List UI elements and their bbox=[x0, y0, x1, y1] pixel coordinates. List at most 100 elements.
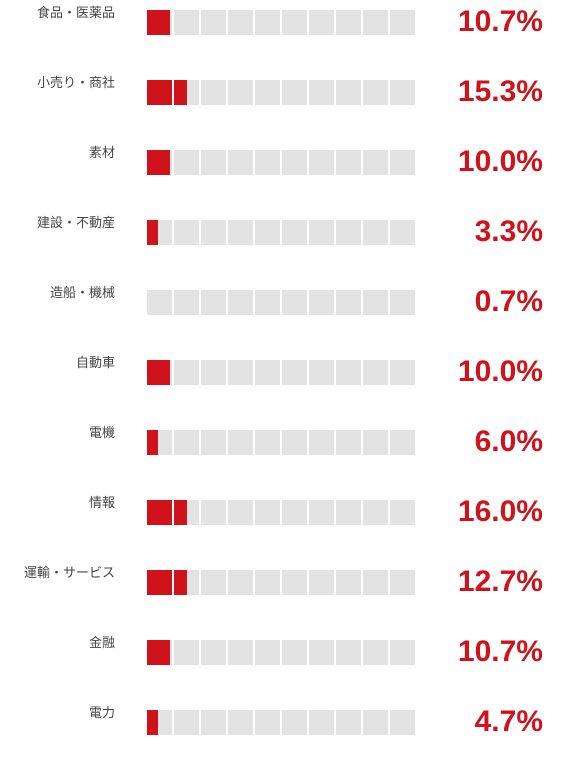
bar-segment bbox=[201, 430, 226, 455]
bar-segment bbox=[390, 10, 415, 35]
bar-segment bbox=[336, 500, 361, 525]
bar-segment bbox=[363, 360, 388, 385]
bar-segment bbox=[201, 150, 226, 175]
bar-segment bbox=[282, 290, 307, 315]
bar-segment bbox=[174, 710, 199, 735]
segment-bar bbox=[147, 430, 415, 455]
bar-segment bbox=[282, 430, 307, 455]
bar-segment bbox=[282, 220, 307, 245]
bar-segment bbox=[363, 710, 388, 735]
bar-segment bbox=[309, 500, 334, 525]
bar-segment bbox=[309, 150, 334, 175]
bar-fill bbox=[147, 80, 172, 105]
category-label: 情報 bbox=[88, 496, 115, 511]
bar-segment bbox=[174, 360, 199, 385]
value-label: 0.7% bbox=[474, 285, 543, 318]
bar-segment bbox=[336, 10, 361, 35]
bar-segment bbox=[309, 10, 334, 35]
bar-segment bbox=[390, 640, 415, 665]
category-label: 建設・不動産 bbox=[36, 216, 115, 231]
bar-fill bbox=[147, 640, 170, 665]
bar-segment bbox=[309, 80, 334, 105]
value-label: 3.3% bbox=[474, 215, 543, 248]
bar-segment bbox=[363, 220, 388, 245]
bar-segment bbox=[228, 640, 253, 665]
bar-segment bbox=[363, 10, 388, 35]
category-label: 電力 bbox=[88, 706, 115, 721]
bar-segment bbox=[201, 290, 226, 315]
bar-segment bbox=[336, 710, 361, 735]
bar-fill bbox=[147, 710, 158, 735]
segment-bar bbox=[147, 570, 415, 595]
category-label: 小売り・商社 bbox=[36, 76, 115, 91]
bar-segment bbox=[336, 150, 361, 175]
bar-fill bbox=[174, 570, 187, 595]
bar-segment bbox=[282, 500, 307, 525]
segment-bar bbox=[147, 710, 415, 735]
chart-row: 造船・機械 0.7% bbox=[0, 283, 565, 353]
bar-segment bbox=[228, 290, 253, 315]
category-label: 運輸・サービス bbox=[23, 566, 115, 581]
bar-segment bbox=[282, 80, 307, 105]
bar-segment bbox=[228, 360, 253, 385]
bar-segment bbox=[282, 360, 307, 385]
bar-segment bbox=[228, 150, 253, 175]
bar-fill bbox=[174, 500, 187, 525]
bar-segment bbox=[201, 220, 226, 245]
bar-segment bbox=[282, 710, 307, 735]
bar-segment bbox=[336, 640, 361, 665]
segment-bar bbox=[147, 150, 415, 175]
bar-segment bbox=[309, 360, 334, 385]
bar-fill bbox=[147, 360, 170, 385]
category-label: 食品・医薬品 bbox=[36, 6, 115, 21]
value-label: 12.7% bbox=[457, 565, 543, 598]
bar-fill bbox=[147, 500, 172, 525]
segment-bar bbox=[147, 360, 415, 385]
bar-fill bbox=[147, 430, 158, 455]
bar-segment bbox=[390, 150, 415, 175]
chart-row: 電機 6.0% bbox=[0, 423, 565, 493]
bar-segment bbox=[174, 290, 199, 315]
bar-segment bbox=[309, 640, 334, 665]
bar-segment bbox=[228, 80, 253, 105]
chart-row: 電力 4.7% bbox=[0, 703, 565, 773]
bar-segment bbox=[309, 710, 334, 735]
bar-segment bbox=[228, 220, 253, 245]
segment-bar bbox=[147, 500, 415, 525]
bar-segment bbox=[255, 430, 280, 455]
bar-segment bbox=[390, 430, 415, 455]
bar-segment bbox=[201, 360, 226, 385]
bar-segment bbox=[282, 570, 307, 595]
chart-row: 運輸・サービス 12.7% bbox=[0, 563, 565, 633]
bar-segment bbox=[363, 80, 388, 105]
bar-fill bbox=[147, 10, 170, 35]
value-label: 10.0% bbox=[457, 145, 543, 178]
segment-bar bbox=[147, 290, 415, 315]
bar-segment bbox=[174, 10, 199, 35]
chart-row: 食品・医薬品 10.7% bbox=[0, 3, 565, 73]
bar-segment bbox=[390, 570, 415, 595]
bar-segment bbox=[201, 10, 226, 35]
value-label: 6.0% bbox=[474, 425, 543, 458]
bar-segment bbox=[255, 150, 280, 175]
category-label: 自動車 bbox=[75, 356, 115, 371]
category-label: 電機 bbox=[88, 426, 115, 441]
bar-fill bbox=[147, 220, 158, 245]
value-label: 10.7% bbox=[457, 635, 543, 668]
bar-segment bbox=[255, 570, 280, 595]
bar-segment bbox=[282, 640, 307, 665]
bar-fill bbox=[147, 570, 172, 595]
bar-segment bbox=[363, 570, 388, 595]
bar-segment bbox=[174, 430, 199, 455]
bar-segment bbox=[282, 10, 307, 35]
bar-segment bbox=[255, 290, 280, 315]
bar-segment bbox=[201, 640, 226, 665]
bar-segment bbox=[309, 570, 334, 595]
value-label: 4.7% bbox=[474, 705, 543, 738]
bar-chart: 食品・医薬品 10.7% 小売り・商社 15.3% 素材 10.0% 建設・不動産 3.3% 造… bbox=[0, 3, 565, 737]
bar-segment bbox=[390, 360, 415, 385]
bar-segment bbox=[228, 710, 253, 735]
bar-segment bbox=[309, 430, 334, 455]
bar-segment bbox=[228, 500, 253, 525]
value-label: 16.0% bbox=[457, 495, 543, 528]
